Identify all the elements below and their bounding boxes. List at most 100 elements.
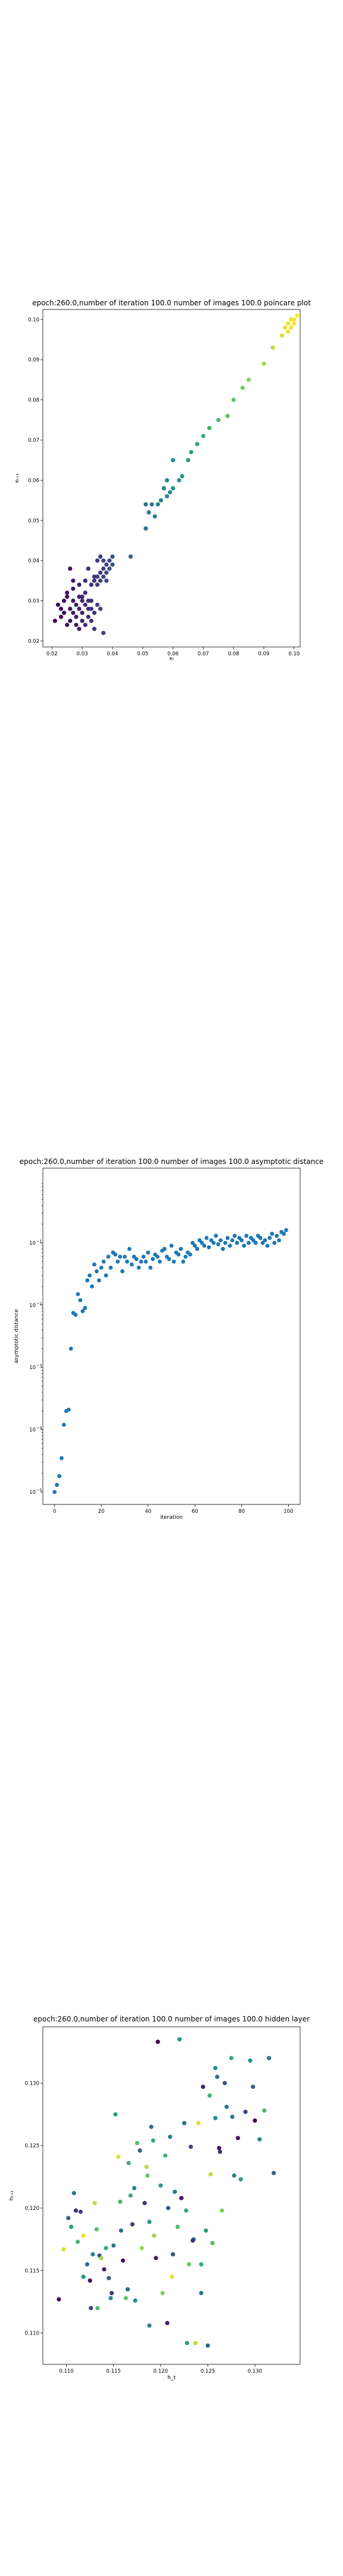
hidden-layer-point bbox=[99, 2256, 104, 2261]
asymptotic-ytick-label: 10 bbox=[29, 1303, 36, 1309]
poincare-ytick-label: 0.03 bbox=[28, 599, 39, 605]
hidden-layer-point bbox=[217, 2145, 222, 2150]
hidden-layer-point bbox=[94, 2227, 99, 2232]
poincare-point bbox=[128, 554, 133, 559]
poincare-ytick-label: 0.02 bbox=[28, 639, 39, 645]
asymptotic-point bbox=[209, 1238, 214, 1243]
hidden-layer-point bbox=[201, 2085, 205, 2089]
asymptotic-point bbox=[179, 1247, 183, 1251]
asymptotic-point bbox=[265, 1243, 270, 1248]
poincare-point bbox=[92, 574, 96, 579]
hidden-layer-point bbox=[144, 2165, 149, 2169]
asymptotic-point bbox=[94, 1269, 99, 1274]
poincare-point bbox=[180, 474, 185, 479]
poincare-ylabel: xₜ₊₁ bbox=[14, 473, 20, 483]
hidden-layer-point bbox=[204, 2228, 208, 2233]
hidden-layer-chart: epoch:260.0,number of iteration 100.0 nu… bbox=[9, 2015, 310, 2381]
asymptotic-point bbox=[162, 1247, 167, 1251]
asymptotic-point bbox=[151, 1257, 155, 1261]
asymptotic-point bbox=[55, 1482, 59, 1487]
asymptotic-point bbox=[239, 1238, 244, 1243]
hidden-layer-point bbox=[91, 2252, 95, 2257]
asymptotic-point bbox=[92, 1262, 96, 1267]
poincare-point bbox=[77, 595, 82, 599]
poincare-point bbox=[101, 574, 106, 579]
poincare-point bbox=[71, 611, 76, 615]
hidden-layer-point bbox=[149, 2125, 154, 2129]
asymptotic-chart: epoch:260.0,number of iteration 100.0 nu… bbox=[14, 1157, 323, 1521]
poincare-point bbox=[86, 606, 91, 611]
asymptotic-point bbox=[116, 1259, 120, 1264]
poincare-point bbox=[146, 510, 151, 515]
hidden-layer-point bbox=[222, 2080, 227, 2085]
asymptotic-point bbox=[118, 1255, 123, 1259]
poincare-point bbox=[144, 526, 148, 531]
hidden-layer-point bbox=[155, 2039, 160, 2044]
poincare-point bbox=[149, 502, 154, 507]
hidden-layer-point bbox=[92, 2200, 97, 2206]
poincare-xlabel: xₜ bbox=[169, 656, 174, 662]
hidden-layer-point bbox=[232, 2173, 236, 2178]
poincare-point bbox=[86, 598, 91, 603]
poincare-point bbox=[92, 611, 96, 615]
hidden-layer-point bbox=[205, 2343, 210, 2348]
asymptotic-point bbox=[124, 1259, 129, 1264]
poincare-point bbox=[52, 618, 57, 623]
asymptotic-ytick-label: 10 bbox=[29, 1428, 36, 1433]
hidden-layer-point bbox=[151, 2138, 155, 2143]
hidden-layer-point bbox=[267, 2055, 272, 2061]
asymptotic-xtick-label: 60 bbox=[192, 1509, 198, 1515]
hidden-layer-point bbox=[139, 2246, 144, 2250]
poincare-title: epoch:260.0,number of iteration 100.0 nu… bbox=[32, 299, 311, 307]
asymptotic-point bbox=[123, 1255, 127, 1259]
asymptotic-point bbox=[270, 1231, 275, 1236]
poincare-point bbox=[104, 578, 109, 583]
poincare-point bbox=[279, 333, 285, 338]
hidden-layer-point bbox=[154, 2256, 158, 2261]
asymptotic-point bbox=[127, 1247, 132, 1251]
asymptotic-point bbox=[99, 1265, 104, 1270]
asymptotic-xticks: 0 20 40 60 80 100 bbox=[53, 1504, 293, 1515]
asymptotic-xtick-label: 40 bbox=[145, 1509, 151, 1515]
hidden-layer-point bbox=[199, 2290, 204, 2296]
asymptotic-point bbox=[141, 1255, 146, 1259]
asymptotic-ytick-label: 10 bbox=[29, 1365, 36, 1371]
hidden-layer-point bbox=[133, 2298, 138, 2303]
poincare-point bbox=[83, 578, 88, 583]
poincare-point bbox=[189, 450, 194, 454]
poincare-point bbox=[77, 627, 82, 631]
poincare-ytick-label: 0.09 bbox=[28, 357, 39, 363]
asymptotic-point bbox=[211, 1240, 216, 1245]
poincare-point bbox=[77, 582, 82, 587]
poincare-point bbox=[216, 417, 221, 422]
poincare-point bbox=[101, 630, 106, 636]
hidden-layer-point bbox=[217, 2150, 223, 2154]
asymptotic-point bbox=[275, 1234, 279, 1238]
hidden-layer-point bbox=[138, 2148, 142, 2153]
asymptotic-point bbox=[96, 1278, 101, 1283]
poincare-point bbox=[292, 321, 297, 326]
poincare-ytick-label: 0.04 bbox=[28, 558, 39, 564]
poincare-point bbox=[247, 377, 251, 382]
hidden-layer-point bbox=[165, 2321, 170, 2326]
asymptotic-point bbox=[134, 1257, 139, 1261]
poincare-point bbox=[231, 398, 236, 402]
asymptotic-point bbox=[120, 1269, 124, 1274]
asymptotic-point bbox=[57, 1474, 61, 1478]
asymptotic-point bbox=[267, 1236, 272, 1240]
poincare-point bbox=[83, 623, 88, 627]
asymptotic-point bbox=[277, 1238, 282, 1243]
poincare-point bbox=[95, 558, 100, 563]
poincare-point bbox=[161, 486, 166, 491]
asymptotic-point bbox=[223, 1240, 227, 1245]
asymptotic-point bbox=[214, 1234, 219, 1238]
hidden-layer-point bbox=[224, 2104, 229, 2109]
asymptotic-ytick-exponent: −4 bbox=[36, 1426, 42, 1431]
poincare-point bbox=[65, 623, 70, 627]
hidden-layer-point bbox=[104, 2246, 108, 2250]
hidden-layer-point bbox=[123, 2296, 128, 2301]
hidden-layer-point bbox=[235, 2135, 241, 2141]
poincare-point bbox=[86, 614, 91, 620]
poincare-point bbox=[65, 590, 70, 595]
